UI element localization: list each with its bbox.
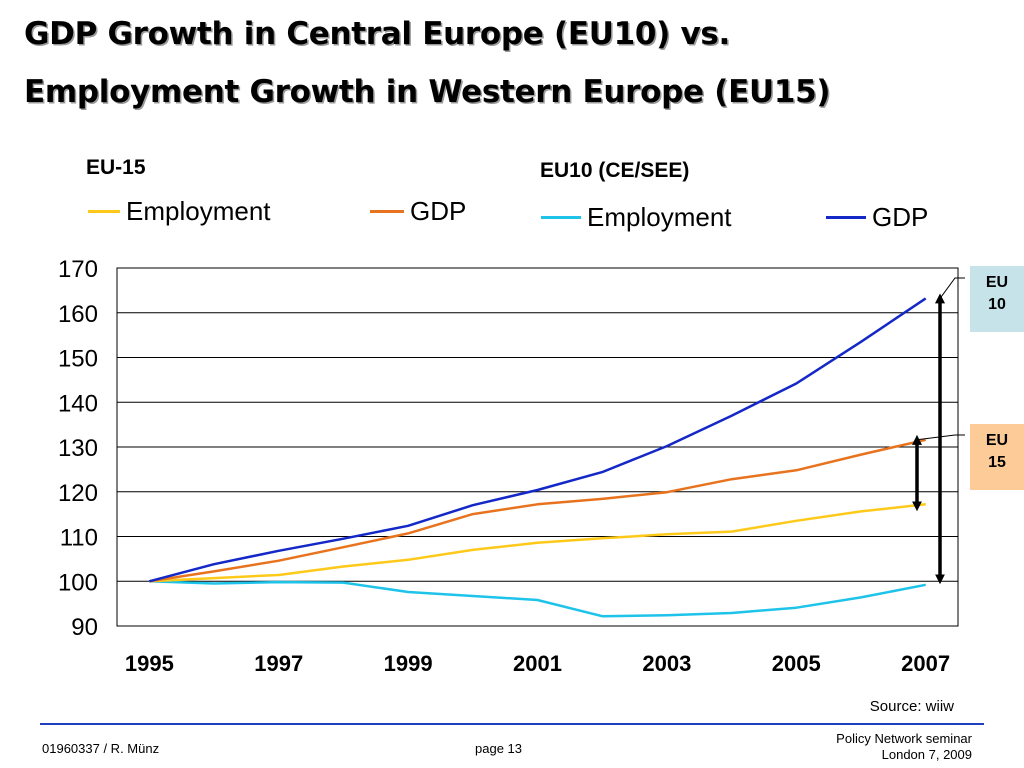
legend-item-eu15-gdp: GDP	[370, 196, 466, 227]
legend-label: GDP	[872, 202, 929, 232]
footer-event-line2: London 7, 2009	[881, 747, 972, 762]
footer-rule	[40, 723, 984, 725]
eu10-label-line2: 10	[988, 296, 1006, 313]
x-tick-label: 2001	[513, 651, 562, 676]
y-tick-label: 130	[58, 435, 98, 462]
legend-item-eu10-employment: Employment	[541, 202, 732, 233]
eu10-label-line1: EU	[985, 274, 1009, 291]
legend-label: GDP	[410, 196, 467, 226]
eu10-label-box: EU 10	[970, 266, 1024, 332]
x-tick-label: 2005	[772, 651, 821, 676]
eu10-leader-line	[939, 277, 965, 299]
eu15-label-line1: EU	[985, 432, 1009, 449]
y-tick-label: 110	[60, 525, 98, 552]
footer-event-line1: Policy Network seminar	[836, 731, 972, 746]
slide-title-line1: GDP Growth in Central Europe (EU10) vs.	[24, 16, 731, 52]
footer-page-number: page 13	[475, 741, 522, 756]
slide-title-line2: Employment Growth in Western Europe (EU1…	[24, 74, 831, 110]
source-note: Source: wiiw	[869, 698, 954, 715]
y-tick-label: 170	[58, 256, 98, 283]
x-tick-label: 1995	[125, 651, 174, 676]
plot-frame	[116, 267, 959, 627]
legend-label: Employment	[126, 196, 271, 226]
y-tick-label: 100	[58, 569, 98, 596]
legend-group-eu10: EU10 (CE/SEE)	[540, 159, 690, 182]
eu15-label-box: EU 15	[970, 424, 1024, 490]
x-tick-label: 2007	[901, 651, 950, 676]
legend-swatch	[826, 216, 866, 219]
eu15-leader-line	[916, 434, 965, 441]
x-tick-label: 2003	[642, 651, 691, 676]
y-tick-label: 150	[58, 346, 98, 373]
legend-item-eu10-gdp: GDP	[826, 202, 928, 233]
eu15-label-line2: 15	[988, 454, 1006, 471]
y-tick-label: 160	[58, 301, 98, 328]
legend-label: Employment	[587, 202, 732, 232]
legend-group-eu15: EU-15	[86, 156, 146, 179]
footer-author: 01960337 / R. Münz	[42, 741, 160, 756]
legend-swatch	[370, 210, 404, 213]
legend-swatch	[88, 210, 120, 213]
x-tick-label: 1999	[384, 651, 433, 676]
series-line-eu-15-employment	[149, 503, 926, 583]
y-tick-label: 90	[71, 614, 98, 641]
y-tick-label: 120	[58, 480, 98, 507]
footer-event: Policy Network seminar London 7, 2009	[836, 731, 972, 763]
legend-swatch	[541, 216, 581, 219]
series-line-eu10-gdp	[148, 297, 927, 583]
series-line-eu-15-gdp	[149, 438, 926, 583]
series-line-eu10-employment	[149, 580, 926, 618]
legend-item-eu15-employment: Employment	[88, 196, 271, 227]
x-tick-label: 1997	[254, 651, 303, 676]
y-tick-label: 140	[58, 390, 98, 417]
